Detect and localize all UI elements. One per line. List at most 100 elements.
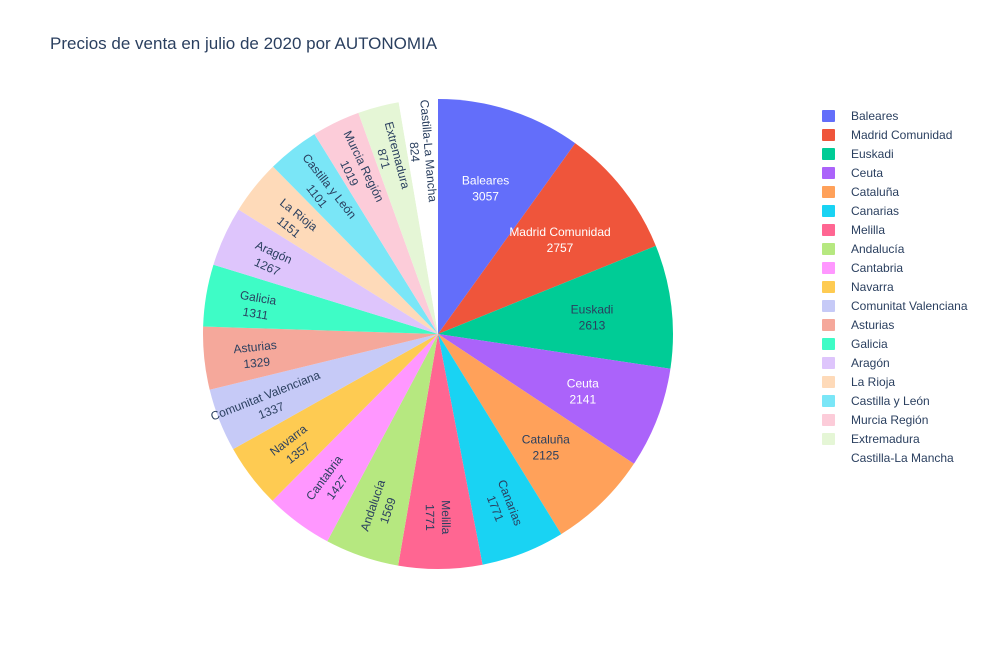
- pie-slice-extremadura[interactable]: [358, 102, 438, 334]
- legend-swatch: [822, 185, 835, 198]
- slice-label-value: 1311: [242, 305, 270, 323]
- slice-label-euskadi: Euskadi 2613: [571, 303, 614, 333]
- pie-slice-murcia-regi-n[interactable]: [314, 112, 438, 334]
- legend-item[interactable]: Comunitat Valenciana: [822, 296, 968, 315]
- legend-label: Madrid Comunidad: [851, 127, 953, 142]
- legend-label: Baleares: [851, 108, 899, 123]
- legend-item[interactable]: Cantabria: [822, 258, 968, 277]
- legend-item[interactable]: Euskadi: [822, 144, 968, 163]
- pie-slice-catalu-a[interactable]: [438, 334, 634, 535]
- pie-slice-castilla-y-le-n[interactable]: [273, 134, 438, 334]
- legend-swatch: [822, 375, 835, 388]
- legend-swatch: [822, 413, 835, 426]
- slice-label-name: Madrid Comunidad: [509, 225, 610, 239]
- pie-slice-madrid-comunidad[interactable]: [438, 143, 656, 334]
- slice-label-value: 2125: [532, 449, 559, 463]
- pie-slice-ceuta[interactable]: [438, 334, 671, 464]
- legend-swatch: [822, 451, 835, 464]
- slice-label-value: 2141: [569, 393, 596, 407]
- legend-item[interactable]: Baleares: [822, 106, 968, 125]
- legend-swatch: [822, 394, 835, 407]
- legend-swatch: [822, 337, 835, 350]
- legend-item[interactable]: Castilla-La Mancha: [822, 448, 968, 467]
- legend-item[interactable]: Cataluña: [822, 182, 968, 201]
- legend-item[interactable]: Asturias: [822, 315, 968, 334]
- legend-label: Canarias: [851, 203, 900, 218]
- slice-label-value: 1329: [243, 355, 271, 372]
- pie-slice-euskadi[interactable]: [438, 245, 674, 369]
- legend-swatch: [822, 166, 835, 179]
- legend-label: Asturias: [851, 317, 895, 332]
- pie-slice-asturias[interactable]: [203, 326, 438, 390]
- slice-label-value: 3057: [472, 189, 499, 203]
- legend-swatch: [822, 299, 835, 312]
- pie-slices: [203, 99, 674, 570]
- slice-label-name: Cataluña: [522, 433, 570, 447]
- pie-slice-melilla[interactable]: [398, 334, 483, 570]
- legend-item[interactable]: Ceuta: [822, 163, 968, 182]
- legend-label: Murcia Región: [851, 412, 929, 427]
- pie-slice-navarra[interactable]: [233, 334, 438, 501]
- legend-item[interactable]: Extremadura: [822, 429, 968, 448]
- pie-slice-cantabria[interactable]: [272, 334, 438, 542]
- pie-slice-andaluc-a[interactable]: [327, 334, 438, 566]
- slice-label-name: Galicia: [239, 288, 278, 308]
- slice-label-value: 2757: [547, 241, 574, 255]
- pie-slice-baleares[interactable]: [438, 99, 576, 334]
- legend-label: Cataluña: [851, 184, 900, 199]
- slice-label-name: Baleares: [462, 173, 509, 187]
- legend-swatch: [822, 432, 835, 445]
- legend-label: Galicia: [851, 336, 888, 351]
- legend-item[interactable]: Madrid Comunidad: [822, 125, 968, 144]
- legend-label: Castilla y León: [851, 393, 930, 408]
- slice-label-madrid-comunidad: Madrid Comunidad 2757: [509, 225, 610, 255]
- slice-label-name: Asturias: [233, 338, 278, 356]
- legend-item[interactable]: Aragón: [822, 353, 968, 372]
- legend-label: Andalucía: [851, 241, 905, 256]
- pie-slice-comunitat-valenciana[interactable]: [209, 334, 438, 450]
- legend-swatch: [822, 204, 835, 217]
- legend-label: Castilla-La Mancha: [851, 450, 954, 465]
- slice-label-value: 824: [407, 141, 423, 162]
- legend-label: Euskadi: [851, 146, 894, 161]
- legend-item[interactable]: Castilla y León: [822, 391, 968, 410]
- legend-swatch: [822, 223, 835, 236]
- pie-slice-arag-n[interactable]: [213, 209, 438, 334]
- pie-slice-labels: Baleares 3057 Madrid Comunidad 2757 Euskadi 2…: [209, 99, 614, 535]
- slice-label-baleares: Baleares 3057: [462, 173, 509, 203]
- legend-label: Navarra: [851, 279, 894, 294]
- legend-swatch: [822, 280, 835, 293]
- legend: Baleares Madrid Comunidad Euskadi Ceuta Cata…: [822, 106, 968, 467]
- legend-item[interactable]: Andalucía: [822, 239, 968, 258]
- legend-swatch: [822, 261, 835, 274]
- chart-title: Precios de venta en julio de 2020 por AU…: [50, 34, 438, 53]
- legend-label: Comunitat Valenciana: [851, 298, 968, 313]
- slice-label-name: Euskadi: [571, 303, 614, 317]
- slice-label-value: 1771: [423, 504, 437, 531]
- legend-label: Ceuta: [851, 165, 884, 180]
- legend-swatch: [822, 128, 835, 141]
- pie-slice-canarias[interactable]: [438, 334, 562, 565]
- legend-swatch: [822, 147, 835, 160]
- slice-label-name: Ceuta: [567, 377, 599, 391]
- legend-label: Extremadura: [851, 431, 920, 446]
- pie-slice-galicia[interactable]: [203, 264, 438, 334]
- slice-label-catalu-a: Cataluña 2125: [522, 433, 570, 463]
- legend-item[interactable]: Navarra: [822, 277, 968, 296]
- pie-slice-castilla-la-mancha[interactable]: [398, 99, 438, 334]
- legend-item[interactable]: Murcia Región: [822, 410, 968, 429]
- legend-item[interactable]: La Rioja: [822, 372, 968, 391]
- legend-swatch: [822, 109, 835, 122]
- legend-label: Melilla: [851, 222, 886, 237]
- legend-item[interactable]: Melilla: [822, 220, 968, 239]
- legend-label: Aragón: [851, 355, 890, 370]
- legend-label: La Rioja: [851, 374, 896, 389]
- legend-item[interactable]: Canarias: [822, 201, 968, 220]
- pie-slice-la-rioja[interactable]: [238, 166, 438, 334]
- slice-label-value: 871: [374, 147, 393, 170]
- legend-item[interactable]: Galicia: [822, 334, 968, 353]
